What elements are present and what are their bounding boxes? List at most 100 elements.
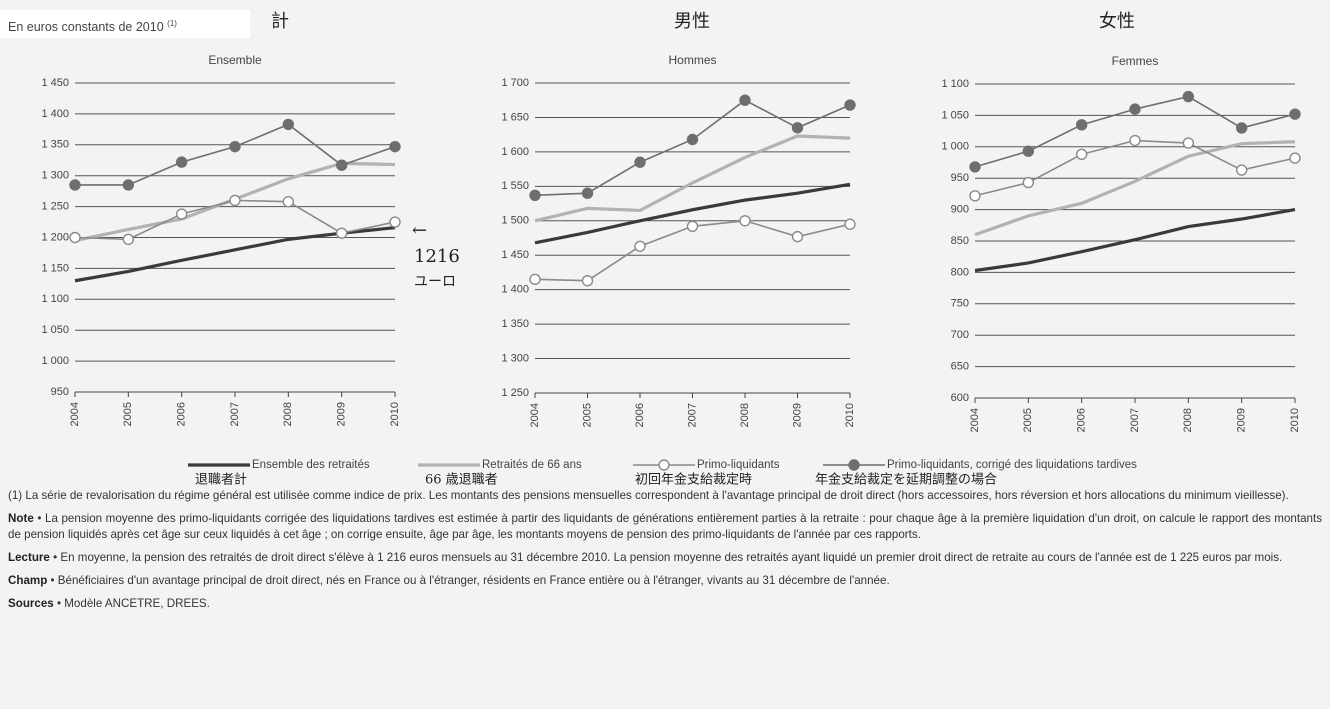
point-marker — [1075, 119, 1088, 131]
note-label: Sources — [8, 597, 54, 610]
chart-title: Ensemble — [208, 53, 262, 67]
header-label: En euros constants de 2010 — [8, 20, 164, 35]
legend-label-ja: 66 歳退職者 — [425, 473, 498, 486]
panel-title-ja: 女性 — [1099, 11, 1135, 32]
point-marker — [122, 179, 135, 191]
panel-title-ja: 男性 — [674, 11, 710, 32]
x-tick-label: 2008 — [739, 403, 751, 427]
x-tick-label: 2010 — [389, 402, 401, 426]
note: Note • La pension moyenne des primo-liqu… — [8, 511, 1322, 543]
series-line: Retraités de 66 ans — [974, 140, 1296, 237]
note: (1) La série de revalorisation du régime… — [8, 488, 1322, 504]
note: Lecture • En moyenne, la pension des ret… — [8, 550, 1322, 566]
point-marker — [969, 161, 981, 173]
series-line: Retraités de 66 ans — [534, 134, 851, 223]
point-marker — [844, 99, 856, 111]
point-marker — [229, 140, 241, 153]
x-tick-label: 2006 — [176, 402, 188, 426]
y-tick-label: 1 700 — [501, 77, 529, 89]
x-tick-label: 2004 — [69, 402, 81, 426]
legend-label: Primo-liquidants, corrigé des liquidatio… — [887, 459, 1137, 471]
chart-title: Hommes — [668, 53, 716, 67]
point-marker — [282, 118, 295, 131]
point-marker — [335, 227, 348, 239]
header: En euros constants de 2010 (1) — [0, 10, 250, 38]
x-tick-label: 2005 — [581, 403, 593, 427]
note-label: Champ — [8, 574, 48, 587]
point-marker — [634, 156, 646, 168]
y-tick-label: 1 350 — [501, 318, 529, 330]
point-marker — [581, 187, 594, 199]
x-tick-label: 2008 — [1182, 408, 1194, 432]
point-marker — [1235, 122, 1248, 134]
y-tick-label: 1 450 — [41, 77, 69, 89]
y-tick-label: 1 050 — [941, 109, 969, 121]
x-tick-label: 2009 — [1236, 408, 1248, 432]
x-tick-label: 2009 — [336, 402, 348, 426]
point-marker — [1289, 108, 1301, 120]
y-tick-label: 950 — [951, 172, 969, 184]
legend-marker — [658, 459, 670, 471]
y-tick-label: 1 400 — [501, 284, 529, 296]
notes: (1) La série de revalorisation du régime… — [8, 488, 1322, 619]
legend-marker — [848, 459, 860, 471]
point-marker — [1075, 148, 1088, 161]
note-text: • En moyenne, la pension des retraités d… — [49, 551, 1283, 564]
point-marker — [1289, 152, 1301, 164]
y-tick-label: 650 — [951, 361, 969, 373]
point-marker — [791, 230, 804, 243]
note: Champ • Bénéficiaires d'un avantage prin… — [8, 573, 1322, 589]
annotation-value: 1216 — [414, 246, 460, 267]
y-tick-label: 1 550 — [501, 180, 529, 192]
x-tick-label: 2010 — [844, 403, 856, 427]
point-marker — [686, 220, 699, 232]
y-tick-label: 1 600 — [501, 146, 529, 158]
x-tick-label: 2010 — [1289, 408, 1301, 432]
note: Sources • Modèle ANCETRE, DREES. — [8, 596, 1322, 612]
x-tick-label: 2007 — [686, 403, 698, 427]
y-tick-label: 1 650 — [501, 111, 529, 123]
point-marker — [581, 275, 594, 287]
note-label: Note — [8, 512, 34, 525]
y-tick-label: 900 — [951, 204, 969, 216]
y-tick-label: 950 — [51, 386, 69, 398]
series-line: Ensemble des retraités — [974, 208, 1296, 273]
point-marker — [335, 159, 348, 171]
y-tick-label: 1 100 — [941, 78, 969, 90]
y-tick-label: 700 — [951, 329, 969, 341]
y-tick-label: 1 400 — [41, 108, 69, 120]
point-marker — [1182, 90, 1195, 103]
y-tick-label: 1 350 — [41, 139, 69, 151]
x-tick-label: 2007 — [1129, 408, 1141, 432]
y-tick-label: 1 300 — [41, 170, 69, 182]
y-tick-label: 1 050 — [41, 324, 69, 336]
y-tick-label: 1 250 — [41, 201, 69, 213]
y-tick-label: 600 — [951, 392, 969, 404]
x-tick-label: 2006 — [634, 403, 646, 427]
x-tick-label: 2005 — [1022, 408, 1034, 432]
annotation-unit: ユーロ — [414, 274, 456, 290]
point-marker — [175, 156, 188, 168]
point-marker — [389, 216, 401, 228]
y-tick-label: 1 250 — [501, 387, 529, 399]
annotation-arrow: ← — [412, 220, 427, 241]
legend-label-ja: 退職者計 — [195, 472, 247, 486]
note-text: • Modèle ANCETRE, DREES. — [53, 597, 210, 610]
point-marker — [634, 240, 646, 252]
point-marker — [686, 133, 699, 146]
y-tick-label: 800 — [951, 266, 969, 278]
note-text: (1) La série de revalorisation du régime… — [8, 489, 1289, 502]
y-tick-label: 1 150 — [41, 262, 69, 274]
legend-label-ja: 初回年金支給裁定時 — [635, 472, 752, 486]
legend-label-ja: 年金支給裁定を延期調整の場合 — [815, 472, 997, 486]
y-tick-label: 1 200 — [41, 231, 69, 243]
point-marker — [122, 233, 135, 246]
y-tick-label: 1 100 — [41, 293, 69, 305]
note-text: • La pension moyenne des primo-liquidant… — [8, 512, 1322, 541]
x-tick-label: 2004 — [969, 408, 981, 432]
point-marker — [1022, 176, 1035, 189]
point-marker — [69, 179, 81, 191]
y-tick-label: 1 000 — [941, 141, 969, 153]
header-sup: (1) — [167, 19, 177, 28]
